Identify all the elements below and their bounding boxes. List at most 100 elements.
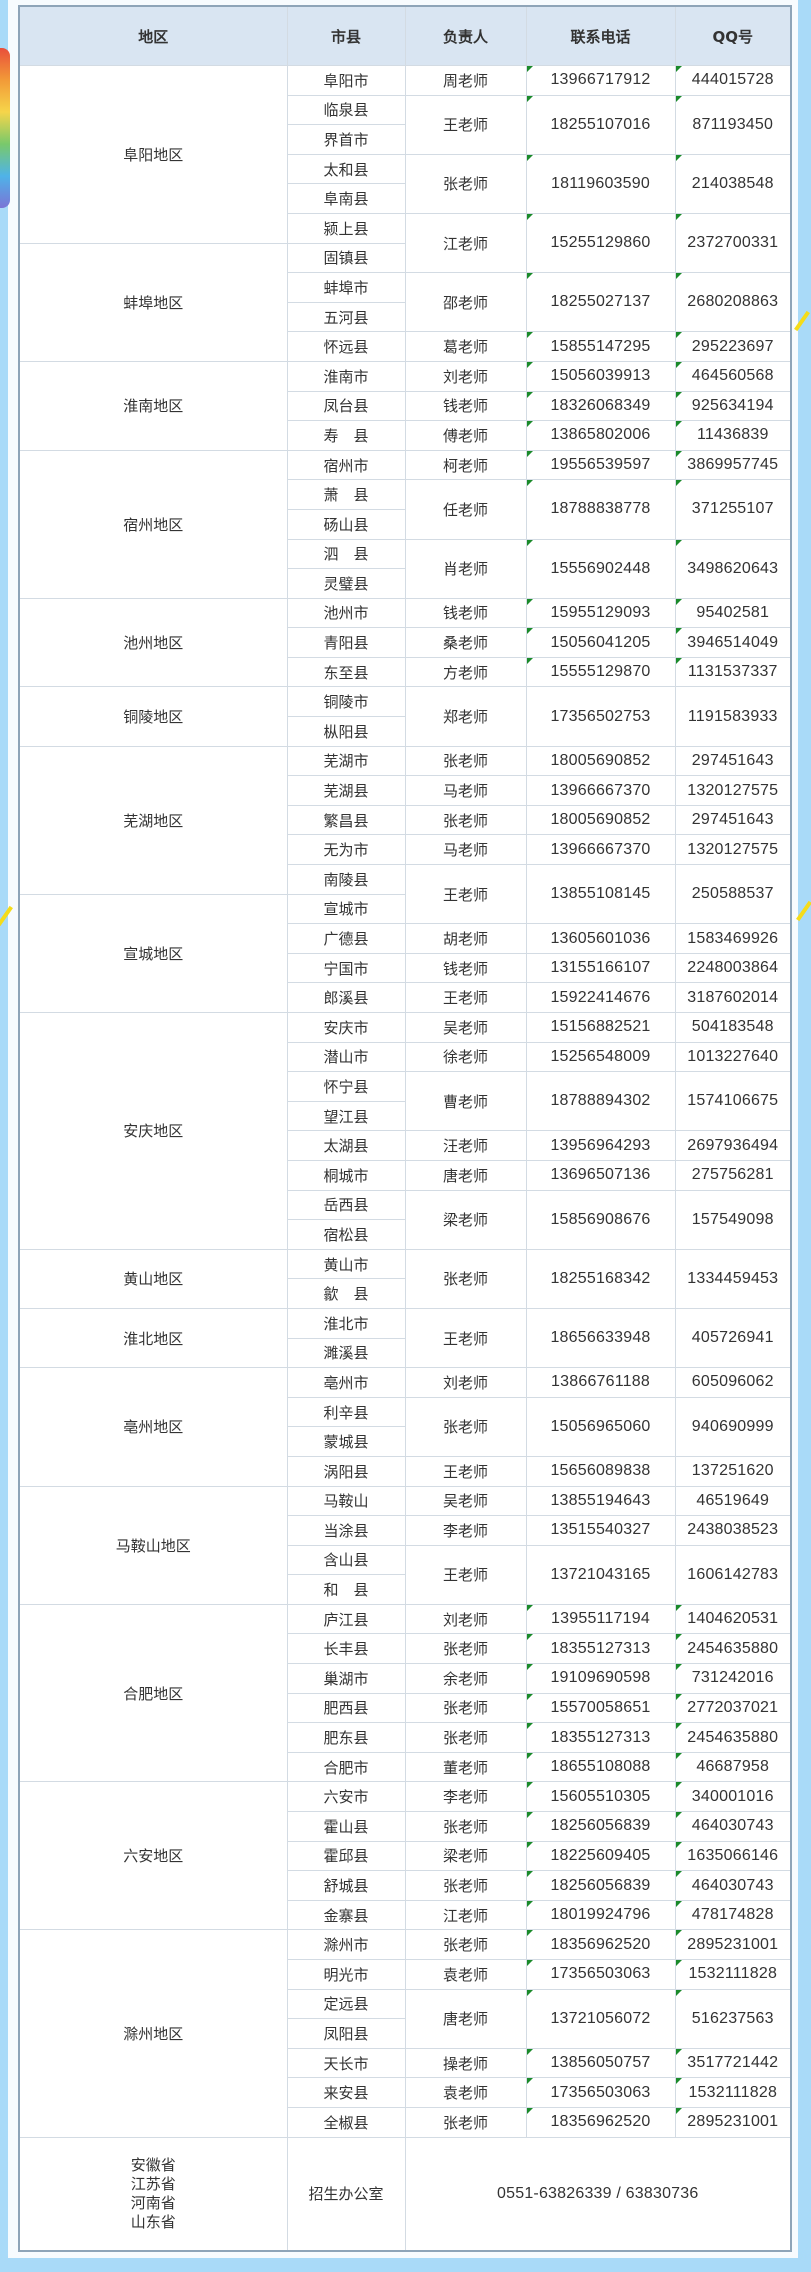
person-cell: 张老师 xyxy=(404,804,527,836)
phone-cell: 15255129860 xyxy=(525,212,676,274)
phone-cell: 18005690852 xyxy=(525,745,676,777)
person-cell: 刘老师 xyxy=(404,1367,527,1398)
city-cell: 亳州市 xyxy=(286,1367,406,1398)
city-cell: 太和县 xyxy=(286,153,406,185)
phone-cell: 19109690598 xyxy=(525,1663,676,1694)
city-cell: 涡阳县 xyxy=(286,1455,406,1487)
city-cell: 潜山市 xyxy=(286,1041,406,1073)
region-cell: 蚌埠地区 xyxy=(18,242,288,362)
phone-cell: 13856050757 xyxy=(525,2047,676,2079)
region-cell: 滁州地区 xyxy=(18,1929,288,2138)
phone-cell: 18255168342 xyxy=(525,1248,676,1309)
phone-cell: 18356962520 xyxy=(525,2106,676,2138)
table-row: 长丰县 张老师 18355127313 2454635880 xyxy=(19,1633,792,1665)
qq-cell: 137251620 xyxy=(674,1455,792,1487)
table-row: 寿 县傅老师 13865802006 11436839 xyxy=(19,420,792,451)
qq-cell: 2372700331 xyxy=(674,212,792,274)
qq-cell: 250588537 xyxy=(674,864,792,925)
city-cell: 凤阳县 xyxy=(286,2018,406,2049)
city-cell: 当涂县 xyxy=(286,1515,406,1546)
city-cell: 颍上县 xyxy=(286,212,406,244)
qq-cell: 297451643 xyxy=(674,804,792,836)
phone-cell: 18656633948 xyxy=(525,1307,676,1369)
person-cell: 肖老师 xyxy=(404,538,527,599)
person-cell: 王老师 xyxy=(404,1455,527,1487)
table-row: 合肥地区 庐江县 刘老师 13955117194 1404620531 xyxy=(18,1603,792,1783)
table-row: 巢湖市 余老师 19109690598 731242016 xyxy=(19,1663,792,1694)
person-cell: 徐老师 xyxy=(404,1041,527,1073)
header-person: 负责人 xyxy=(404,5,527,66)
table-row: 临泉县 王老师 18255107016 871193450 xyxy=(19,94,792,155)
city-cell: 全椒县 xyxy=(286,2106,406,2138)
qq-cell: 444015728 xyxy=(674,65,792,96)
table-row: 砀山县 xyxy=(19,508,791,540)
city-cell: 凤台县 xyxy=(286,390,406,422)
qq-cell: 464560568 xyxy=(674,360,792,392)
city-cell: 枞阳县 xyxy=(286,716,406,747)
phone-cell: 18355127313 xyxy=(525,1722,676,1753)
person-cell: 王老师 xyxy=(404,94,527,155)
qq-cell: 925634194 xyxy=(674,390,792,422)
city-cell: 池州市 xyxy=(286,597,406,629)
footer-row: 安徽省 江苏省 河南省 山东省 招生办公室 0551-63826339 / 63… xyxy=(18,2136,792,2252)
table-row: 濉溪县 xyxy=(19,1337,791,1369)
phone-cell: 15256548009 xyxy=(525,1041,676,1073)
phone-cell: 15555129870 xyxy=(525,656,676,688)
person-cell: 袁老师 xyxy=(404,2077,527,2108)
person-cell: 江老师 xyxy=(404,212,527,274)
table-row: 安庆地区 安庆市 吴老师 15156882521 504183548 xyxy=(18,1012,792,1250)
person-cell: 梁老师 xyxy=(404,1840,527,1872)
city-cell: 淮北市 xyxy=(286,1307,406,1339)
table-row: 淮南地区 淮南市 刘老师 15056039913 464560568 xyxy=(18,360,792,451)
table-row: 蚌埠地区 固镇县 xyxy=(18,242,791,362)
city-cell: 芜湖县 xyxy=(286,775,406,806)
table-row: 天长市 操老师 13856050757 3517721442 xyxy=(19,2047,792,2079)
city-cell: 东至县 xyxy=(286,656,406,688)
person-cell: 董老师 xyxy=(404,1751,527,1783)
footer-provinces: 安徽省 江苏省 河南省 山东省 xyxy=(18,2136,288,2252)
qq-cell: 1013227640 xyxy=(674,1041,792,1073)
city-cell: 广德县 xyxy=(286,923,406,954)
phone-cell: 15556902448 xyxy=(525,538,676,599)
province: 安徽省 xyxy=(130,2155,176,2174)
city-cell: 铜陵市 xyxy=(286,686,406,718)
person-cell: 张老师 xyxy=(404,1929,527,1960)
table-row: 含山县 王老师 13721043165 1606142783 xyxy=(19,1544,792,1605)
person-cell: 方老师 xyxy=(404,656,527,688)
city-cell: 含山县 xyxy=(286,1544,406,1576)
city-cell: 五河县 xyxy=(286,301,406,333)
qq-cell: 871193450 xyxy=(674,94,792,155)
phone-cell: 15570058651 xyxy=(525,1692,676,1724)
phone-cell: 13865802006 xyxy=(525,420,676,451)
person-cell: 张老师 xyxy=(404,1248,527,1309)
person-cell: 王老师 xyxy=(404,1544,527,1605)
city-cell: 明光市 xyxy=(286,1959,406,1990)
region-cell: 亳州地区 xyxy=(18,1367,288,1487)
table-header-row: 地区 市县 负责人 联系电话 QQ号 xyxy=(18,5,792,66)
qq-cell: 464030743 xyxy=(674,1811,792,1842)
city-cell: 肥东县 xyxy=(286,1722,406,1753)
table-row: 宿松县 xyxy=(19,1219,791,1250)
phone-cell: 17356502753 xyxy=(525,686,676,747)
person-cell: 傅老师 xyxy=(404,420,527,451)
footer-office: 招生办公室 xyxy=(286,2136,406,2252)
city-cell: 庐江县 xyxy=(286,1603,406,1635)
table-row: 泗 县肖老师 15556902448 3498620643 xyxy=(19,538,792,599)
contact-table: 地区 市县 负责人 联系电话 QQ号 阜阳地区 阜阳市 周老师 13966717912… xyxy=(18,5,792,2252)
table-row: 岳西县 梁老师 15856908676 157549098 xyxy=(19,1189,792,1250)
city-cell: 定远县 xyxy=(286,1988,406,2020)
region-cell: 芜湖地区 xyxy=(18,745,288,895)
person-cell: 张老师 xyxy=(404,153,527,214)
header-phone: 联系电话 xyxy=(525,5,676,66)
city-cell: 界首市 xyxy=(286,124,406,155)
region-cell: 安庆地区 xyxy=(18,1012,288,1250)
city-cell: 宿松县 xyxy=(286,1219,406,1250)
table-row: 淮北地区 淮北市 王老师 18656633948 405726941 xyxy=(18,1307,792,1369)
city-cell: 萧 县 xyxy=(286,479,406,510)
table-row: 怀宁县 曹老师 18788894302 1574106675 xyxy=(19,1071,792,1132)
table-row: 铜陵地区 铜陵市 郑老师 17356502753 1191583933 xyxy=(18,686,792,747)
person-cell: 梁老师 xyxy=(404,1189,527,1250)
phone-cell: 18255107016 xyxy=(525,94,676,155)
header-qq: QQ号 xyxy=(674,5,792,66)
person-cell: 王老师 xyxy=(404,982,527,1013)
